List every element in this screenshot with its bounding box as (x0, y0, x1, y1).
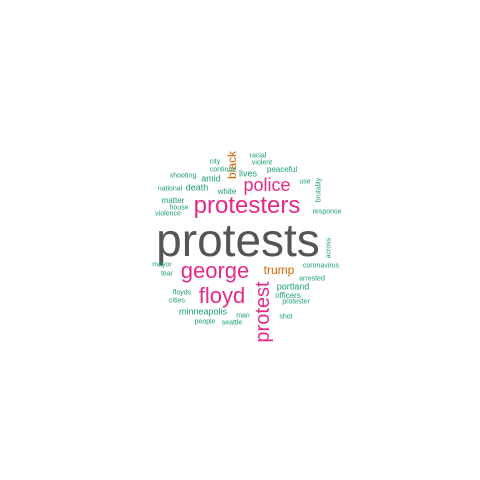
word-shot: shot (279, 313, 293, 321)
word-minneapolis: minneapolis (178, 306, 228, 317)
word-arrested: arrested (299, 275, 325, 283)
word-protests: protests (156, 214, 320, 266)
word-violent: violent (251, 159, 273, 167)
word-people: people (194, 318, 216, 326)
word-house: house (169, 204, 189, 212)
word-mayor: mayor (152, 261, 172, 269)
word-response: response (312, 208, 342, 216)
word-matter: matter (161, 196, 185, 205)
word-portland: portland (276, 281, 310, 292)
word-national: national (157, 185, 183, 193)
word-lives: lives (238, 168, 258, 179)
word-continue: continue (209, 166, 237, 174)
word-death: death (185, 182, 209, 193)
word-george: george (180, 258, 250, 283)
word-police: police (243, 175, 291, 195)
word-trump: trump (263, 263, 295, 277)
word-protester: protester (282, 298, 310, 306)
word-city: city (209, 158, 221, 166)
word-use: use (299, 178, 311, 186)
word-floyd: floyd (198, 283, 246, 308)
word-brutality: brutality (315, 177, 323, 203)
word-seattle: seattle (221, 319, 243, 327)
word-shooting: shooting (169, 172, 197, 180)
word-amid: amid (201, 173, 221, 184)
word-officers: officers (275, 291, 301, 300)
word-floyds: floyds (172, 289, 192, 297)
word-cities: cities (169, 297, 185, 305)
word-white: white (217, 187, 237, 196)
word-racial: racial (249, 152, 267, 160)
word-man: man (236, 312, 250, 320)
word-violence: violence (155, 210, 181, 218)
word-across: across (325, 237, 333, 259)
word-protesters: protesters (193, 192, 301, 219)
word-tear: tear (160, 270, 174, 278)
word-peaceful: peaceful (266, 165, 298, 174)
word-black: black (225, 150, 239, 180)
word-protest: protest (252, 281, 274, 343)
word-coronavirus: coronavirus (302, 262, 340, 270)
